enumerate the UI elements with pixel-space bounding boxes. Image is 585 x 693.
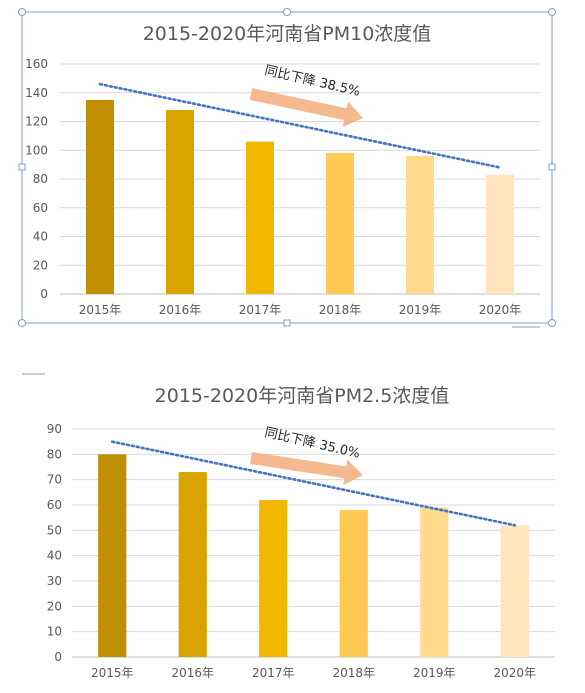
trend-arrow: [250, 452, 364, 486]
bar-2019年: [420, 507, 449, 657]
chart-title: 2015-2020年河南省PM10浓度值: [143, 23, 432, 45]
arrow-shape: [249, 88, 364, 127]
x-tick-label: 2018年: [319, 303, 362, 317]
x-tick-label: 2016年: [171, 666, 214, 680]
y-tick-label: 30: [47, 574, 62, 588]
x-tick-label: 2019年: [413, 666, 456, 680]
x-tick-label: 2015年: [79, 303, 122, 317]
bar-2015年: [98, 454, 127, 657]
bar-2016年: [178, 472, 207, 657]
y-tick-label: 20: [47, 599, 62, 613]
y-tick-label: 40: [33, 230, 48, 244]
x-tick-label: 2017年: [252, 666, 295, 680]
arrow-shape: [250, 452, 364, 486]
y-tick-label: 10: [47, 625, 62, 639]
x-tick-label: 2019年: [399, 303, 442, 317]
bar-2018年: [326, 153, 354, 294]
y-tick-label: 120: [25, 115, 48, 129]
chart-title: 2015-2020年河南省PM2.5浓度值: [155, 385, 450, 407]
trendline: [110, 440, 517, 527]
chart-1-selection-frame[interactable]: [18, 8, 556, 327]
trend-arrow: [249, 88, 364, 127]
y-tick-label: 0: [54, 650, 62, 664]
bar-2016年: [166, 110, 194, 294]
x-tick-label: 2020年: [479, 303, 522, 317]
y-tick-label: 0: [40, 287, 48, 301]
y-tick-label: 160: [25, 57, 48, 71]
bar-2020年: [486, 174, 514, 294]
y-tick-label: 140: [25, 86, 48, 100]
y-tick-label: 80: [47, 447, 62, 461]
x-tick-label: 2016年: [159, 303, 202, 317]
pm10-chart: 2015-2020年河南省PM10浓度值 0 20 40 60 80 100 120 140 16…: [25, 23, 540, 317]
bar-2018年: [339, 510, 368, 657]
x-tick-label: 2015年: [91, 666, 134, 680]
y-tick-label: 100: [25, 143, 48, 157]
y-tick-label: 20: [33, 258, 48, 272]
y-tick-label: 70: [47, 473, 62, 487]
pm25-chart: 2015-2020年河南省PM2.5浓度值 0 10 20 30 40 50 60 70 80 90…: [47, 385, 555, 680]
x-tick-label: 2018年: [332, 666, 375, 680]
bar-2020年: [500, 525, 529, 657]
y-tick-label: 60: [47, 498, 62, 512]
x-tick-label: 2020年: [493, 666, 536, 680]
y-tick-label: 60: [33, 201, 48, 215]
y-tick-label: 80: [33, 172, 48, 186]
bar-2017年: [246, 141, 274, 294]
bar-2015年: [86, 99, 114, 294]
bar-2019年: [406, 156, 434, 294]
y-tick-label: 40: [47, 549, 62, 563]
x-tick-label: 2017年: [239, 303, 282, 317]
trendline: [98, 82, 502, 169]
y-tick-label: 90: [47, 422, 62, 436]
y-tick-label: 50: [47, 523, 62, 537]
bar-2017年: [259, 499, 288, 657]
